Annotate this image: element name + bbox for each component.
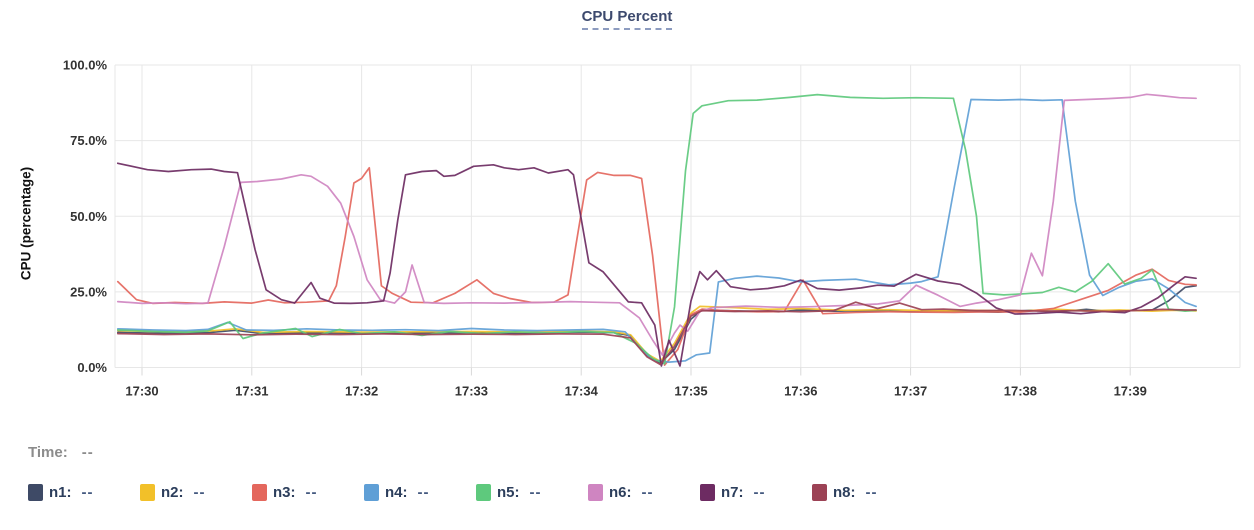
x-tick-label: 17:34 (565, 384, 599, 399)
x-tick-label: 17:31 (235, 384, 268, 399)
x-tick-label: 17:33 (455, 384, 488, 399)
y-tick-label: 50.0% (70, 209, 107, 224)
n4-color-swatch (364, 484, 379, 501)
legend-item-n4[interactable]: n4: -- (364, 484, 476, 501)
x-tick-label: 17:35 (674, 384, 707, 399)
legend-item-n2[interactable]: n2: -- (140, 484, 252, 501)
n3-color-swatch (252, 484, 267, 501)
series-line-n4 (116, 98, 1197, 363)
legend-item-n3[interactable]: n3: -- (252, 484, 364, 501)
series-line-n6 (116, 93, 1197, 356)
chart-legend: n1: -- n2: -- n3: -- n4: -- n5: -- n6: -- n7: -- n8: -- (28, 484, 924, 501)
n8-color-swatch (812, 484, 827, 501)
x-tick-label: 17:30 (125, 384, 158, 399)
series-line-n3 (116, 166, 1197, 366)
legend-label: n8: (833, 484, 856, 501)
n1-color-swatch (28, 484, 43, 501)
x-tick-label: 17:37 (894, 384, 927, 399)
legend-value: -- (193, 484, 206, 501)
series-line-n7 (116, 162, 1197, 367)
x-tick-label: 17:38 (1004, 384, 1037, 399)
time-readout-label: Time: (28, 444, 68, 461)
legend-label: n6: (609, 484, 632, 501)
legend-label: n3: (273, 484, 296, 501)
legend-value: -- (81, 484, 94, 501)
n6-color-swatch (588, 484, 603, 501)
n2-color-swatch (140, 484, 155, 501)
y-axis-title: CPU (percentage) (18, 166, 34, 281)
n5-color-swatch (476, 484, 491, 501)
legend-value: -- (529, 484, 542, 501)
y-tick-label: 100.0% (63, 58, 108, 73)
y-tick-label: 25.0% (70, 284, 107, 299)
legend-item-n8[interactable]: n8: -- (812, 484, 924, 501)
time-readout: Time: -- (28, 444, 94, 461)
x-tick-label: 17:36 (784, 384, 817, 399)
legend-label: n4: (385, 484, 408, 501)
time-readout-value: -- (81, 444, 94, 461)
legend-value: -- (305, 484, 318, 501)
n7-color-swatch (700, 484, 715, 501)
cpu-percent-chart[interactable]: 100.0% 75.0% 50.0% 25.0% 0.0% 17:30 17:31 17:32… (0, 36, 1254, 460)
legend-item-n1[interactable]: n1: -- (28, 484, 140, 501)
legend-value: -- (641, 484, 654, 501)
y-tick-label: 0.0% (77, 360, 107, 375)
legend-value: -- (753, 484, 766, 501)
legend-item-n6[interactable]: n6: -- (588, 484, 700, 501)
legend-item-n7[interactable]: n7: -- (700, 484, 812, 501)
series-line-n8 (116, 301, 1197, 366)
y-tick-label: 75.0% (70, 133, 107, 148)
legend-value: -- (417, 484, 430, 501)
legend-label: n2: (161, 484, 184, 501)
legend-label: n5: (497, 484, 520, 501)
x-tick-label: 17:32 (345, 384, 378, 399)
legend-item-n5[interactable]: n5: -- (476, 484, 588, 501)
plot-area: 100.0% 75.0% 50.0% 25.0% 0.0% 17:30 17:31 17:32… (0, 36, 1254, 465)
legend-label: n1: (49, 484, 72, 501)
legend-label: n7: (721, 484, 744, 501)
legend-value: -- (865, 484, 878, 501)
series-line-n5 (116, 93, 1197, 365)
x-tick-label: 17:39 (1114, 384, 1147, 399)
chart-header: CPU Percent (0, 8, 1254, 30)
chart-title[interactable]: CPU Percent (581, 8, 673, 30)
